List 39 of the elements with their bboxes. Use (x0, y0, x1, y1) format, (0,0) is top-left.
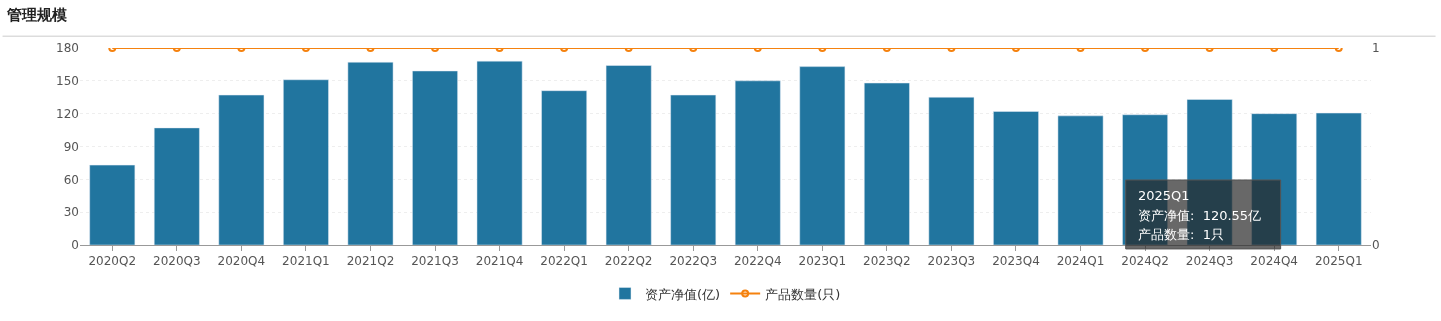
bar (541, 90, 587, 245)
x-tick-label: 2022Q3 (669, 254, 718, 269)
x-tick-label: 2021Q1 (282, 254, 330, 269)
x-tick-label: 2024Q4 (1250, 254, 1298, 269)
x-tick-label: 2022Q4 (733, 254, 782, 269)
x-tick-label: 2023Q3 (927, 254, 976, 269)
x-tick-label: 2022Q2 (604, 254, 653, 269)
x-tick-label: 2023Q1 (798, 254, 847, 269)
annotation: 产品数量: 1只 (1138, 227, 1224, 242)
legend-label: 产品数量(只) (765, 286, 841, 302)
x-tick-label: 2024Q1 (1056, 254, 1105, 269)
y2-tick-label: 0 (1372, 238, 1380, 253)
bar (799, 66, 846, 245)
bar (283, 79, 329, 245)
bar (1315, 112, 1362, 245)
legend-label: 资产净值(亿) (645, 286, 721, 302)
x-tick-label: 2022Q1 (540, 254, 588, 269)
annotation: 2025Q1 (1138, 188, 1190, 203)
y-tick-label: 150 (56, 74, 79, 89)
x-tick-label: 2020Q2 (88, 254, 137, 269)
x-tick-label: 2023Q2 (863, 254, 911, 269)
x-tick-label: 2024Q3 (1185, 254, 1234, 269)
x-tick-label: 2024Q2 (1121, 254, 1169, 269)
x-tick-label: 2021Q3 (411, 254, 459, 269)
y-tick-label: 90 (63, 139, 79, 154)
y2-tick-label: 1 (1372, 41, 1380, 56)
x-tick-label: 2023Q4 (992, 254, 1040, 269)
x-tick-label: 2021Q4 (475, 254, 524, 269)
chart-title: 管理规模 (6, 6, 69, 25)
x-tick-label: 2021Q2 (346, 254, 395, 269)
y-tick-label: 0 (71, 238, 79, 253)
y-tick-label: 60 (63, 172, 79, 187)
x-tick-label: 2020Q4 (217, 254, 266, 269)
annotation: 资产净值: 120.55亿 (1138, 208, 1262, 223)
x-tick-label: 2020Q3 (153, 254, 201, 269)
y-tick-label: 30 (63, 205, 79, 220)
y-tick-label: 120 (56, 106, 79, 121)
x-tick-label: 2025Q1 (1314, 254, 1363, 269)
y-tick-label: 180 (56, 41, 79, 56)
